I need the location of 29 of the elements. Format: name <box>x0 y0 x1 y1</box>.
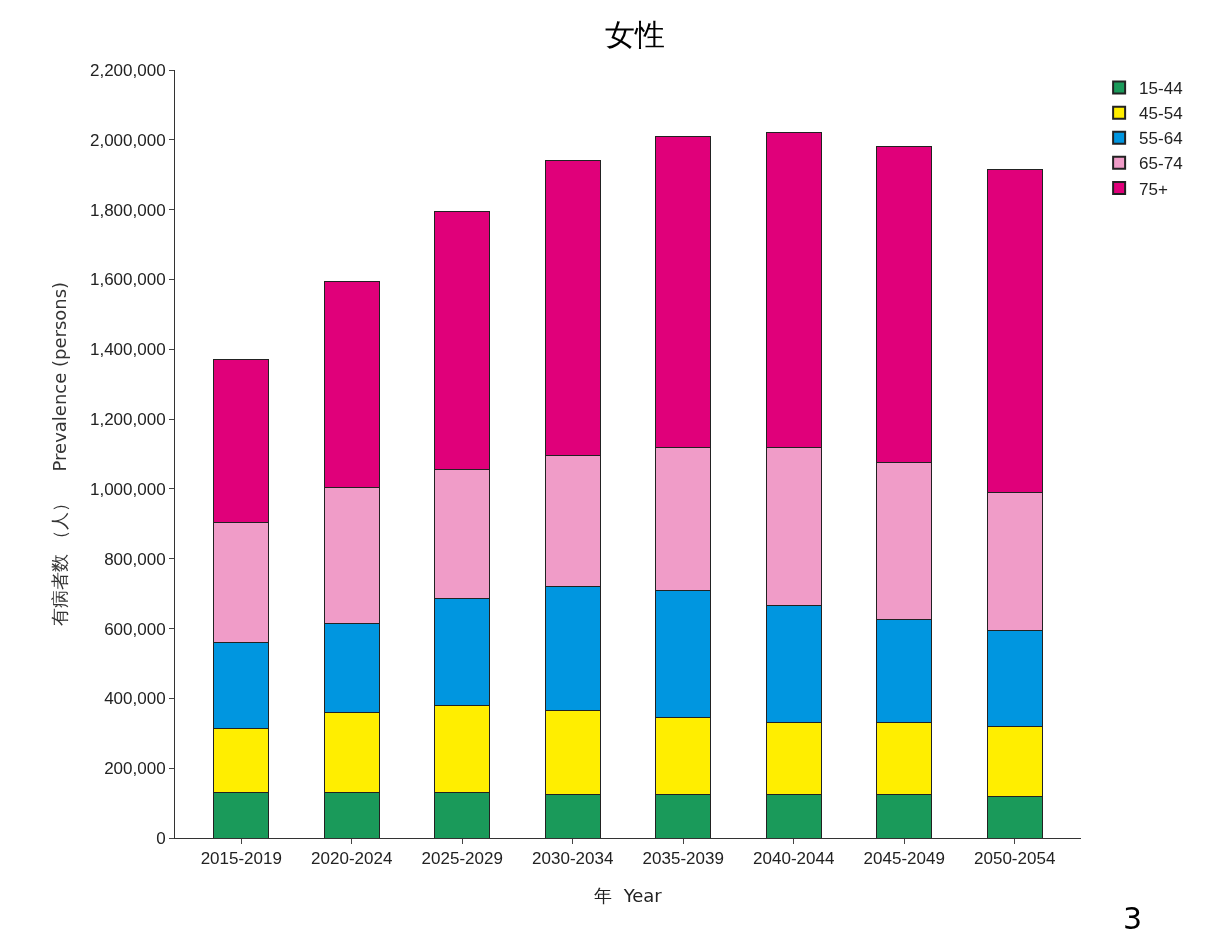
legend-label: 45-54 <box>1139 104 1183 124</box>
legend-label: 75+ <box>1139 179 1169 199</box>
x-tick-label: 2050-2054 <box>974 849 1056 869</box>
y-tick-label: 0 <box>156 828 166 848</box>
x-tick-label: 2015-2019 <box>200 849 282 869</box>
y-tick-label: 200,000 <box>104 759 166 779</box>
y-tick-label: 600,000 <box>104 619 166 639</box>
y-tick-label: 800,000 <box>104 549 166 569</box>
x-tick-label: 2040-2044 <box>753 849 835 869</box>
y-tick-label: 1,000,000 <box>89 479 166 499</box>
legend-label: 55-64 <box>1139 129 1183 149</box>
y-tick-label: 1,400,000 <box>89 340 166 360</box>
x-tick-label: 2030-2034 <box>532 849 614 869</box>
legend-label: 15-44 <box>1139 79 1183 99</box>
chart-title: 女性 <box>604 16 665 52</box>
x-tick-label: 2020-2024 <box>311 849 393 869</box>
x-tick-label: 2045-2049 <box>863 849 945 869</box>
x-axis-title: 年 Year <box>594 885 663 906</box>
y-tick-label: 1,800,000 <box>89 200 166 220</box>
y-tick-label: 1,600,000 <box>89 270 166 290</box>
x-tick-label: 2035-2039 <box>642 849 724 869</box>
y-tick-label: 1,200,000 <box>89 410 166 430</box>
text: 3 <box>1123 901 1143 936</box>
y-tick-label: 2,200,000 <box>89 60 166 80</box>
y-tick-label: 2,000,000 <box>89 130 166 150</box>
y-tick-label: 400,000 <box>104 689 166 709</box>
x-tick-label: 2025-2029 <box>421 849 503 869</box>
y-axis-title: 有病者数 （人） Prevalence (persons) <box>49 281 71 627</box>
legend-label: 65-74 <box>1139 154 1183 174</box>
